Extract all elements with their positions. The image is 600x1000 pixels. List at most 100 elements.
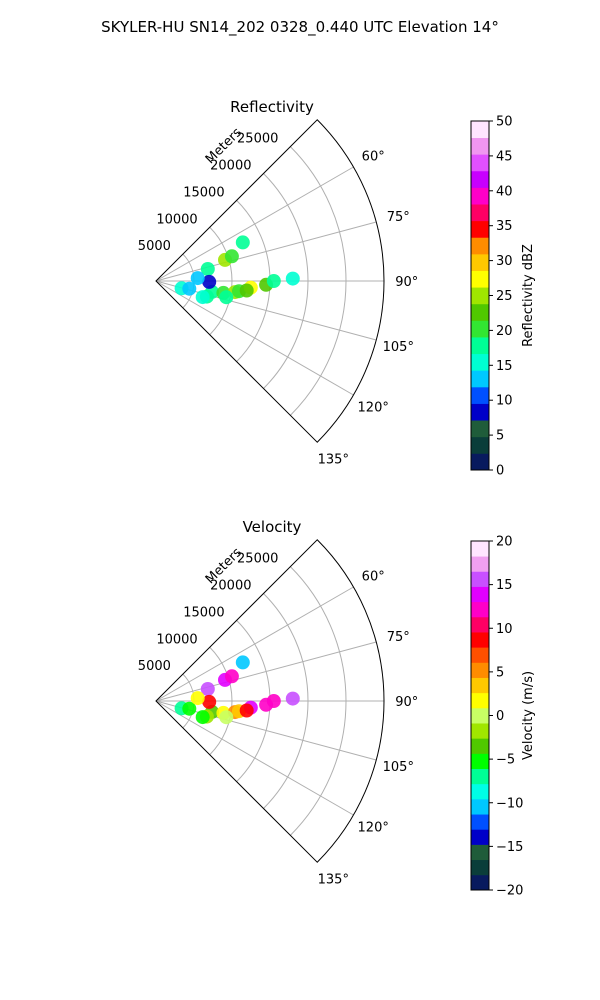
theta-tick-label: 60° [362,570,385,585]
echo-point [219,710,234,725]
colorbar-tick-label: 0 [496,464,504,479]
colorbar-segment [471,270,489,288]
colorbar-segment [471,187,489,205]
theta-tick-label: 120° [358,820,389,835]
colorbar-tick-label: −10 [496,796,523,811]
echo-point [285,271,300,286]
colorbar-segment [471,738,489,754]
colorbar-tick-label: 5 [496,665,504,680]
colorbar-segment [471,616,489,633]
echo-point [235,235,250,250]
range-tick-label: 15000 [183,185,224,200]
colorbar-segment [471,121,489,139]
echo-point [266,274,281,288]
colorbar-segment [471,844,489,861]
colorbar-segment [471,586,489,603]
colorbar-tick-label: 45 [496,149,513,164]
figure-title: SKYLER-HU SN14_202 0328_0.440 UTC Elevat… [101,18,499,37]
theta-tick-label: 90° [395,275,418,290]
colorbar-segment [471,287,489,305]
colorbar-segment [471,874,489,891]
chart-title: Velocity [243,518,302,536]
colorbar-segment [471,601,489,618]
colorbar-label: Velocity (m/s) [521,671,536,760]
range-tick-label: 25000 [237,132,278,147]
colorbar-segment [471,403,489,421]
colorbar-tick-label: 10 [496,622,513,637]
echo-point [224,249,239,264]
echo-point [182,281,197,296]
colorbar-segment [471,556,489,572]
azimuth-gridline [155,700,354,816]
colorbar-segment [471,170,489,188]
theta-tick-label: 75° [387,630,410,645]
theta-tick-label: 60° [362,150,385,165]
colorbar-segment [471,814,489,830]
colorbar-segment [471,829,489,845]
echo-point [266,694,281,708]
range-tick-label: 10000 [156,212,197,227]
colorbar-segment [471,137,489,155]
echo-point [239,283,254,298]
colorbar-segment [471,677,489,694]
colorbar-segment [471,453,489,471]
colorbar-segment [471,571,489,587]
theta-tick-label: 120° [358,400,389,415]
echo-point [195,710,210,725]
polar-frame [155,539,385,863]
echo-point [190,271,205,286]
colorbar-segment [471,320,489,338]
chart-title: Reflectivity [230,98,314,116]
colorbar-segment [471,253,489,271]
colorbar-tick-label: −15 [496,840,523,855]
colorbar-tick-label: 15 [496,359,513,374]
range-tick-label: 5000 [138,659,171,674]
theta-tick-label: 75° [387,210,410,225]
echo-point [200,262,215,276]
theta-tick-label: 105° [383,340,414,355]
velocity-panel: Velocity 60° 75° 90° 105° 120° 135° 5000 10000 15… [138,518,536,899]
colorbar-tick-label: −5 [496,753,515,768]
colorbar-segment [471,632,489,648]
range-tick-label: 5000 [138,239,171,254]
colorbar-tick-label: 25 [496,289,513,304]
theta-tick-label: 105° [383,760,414,775]
reflectivity-panel: Reflectivity60°75°90°105°120°135°5000100… [138,98,536,479]
colorbar-segment [471,647,489,663]
colorbar-tick-label: 0 [496,709,504,724]
colorbar-tick-label: −20 [496,884,523,899]
echo-point [202,694,217,709]
colorbar-segment [471,204,489,222]
theta-tick-label: 90° [395,695,418,710]
echo-point [239,703,254,718]
colorbar-segment [471,753,489,769]
colorbar-segment [471,353,489,371]
colorbar-segment [471,707,489,724]
azimuth-gridline [155,280,354,396]
colorbar-segment [471,798,489,815]
colorbar-tick-label: 10 [496,394,513,409]
colorbar-segment [471,237,489,255]
range-tick-label: 15000 [183,605,224,620]
colorbar-segment [471,541,489,557]
polar-frame [155,119,385,443]
colorbar-segment [471,692,489,709]
echo-point [200,682,215,696]
colorbar-tick-label: 15 [496,578,513,593]
colorbar-tick-label: 35 [496,219,513,234]
colorbar-segment [471,859,489,876]
echo-point [190,691,205,706]
colorbar-tick-label: 20 [496,535,513,550]
colorbar-label: Reflectivity dBZ [521,244,536,347]
colorbar-tick-label: 50 [496,115,513,130]
colorbar-tick-label: 30 [496,254,513,269]
colorbar-segment [471,436,489,454]
range-tick-label: 25000 [237,552,278,567]
colorbar-tick-label: 20 [496,324,513,339]
colorbar-segment [471,337,489,355]
echo-point [224,669,239,684]
azimuth-gridline [155,641,377,702]
range-tick-label: 10000 [156,632,197,647]
colorbar-segment [471,220,489,238]
